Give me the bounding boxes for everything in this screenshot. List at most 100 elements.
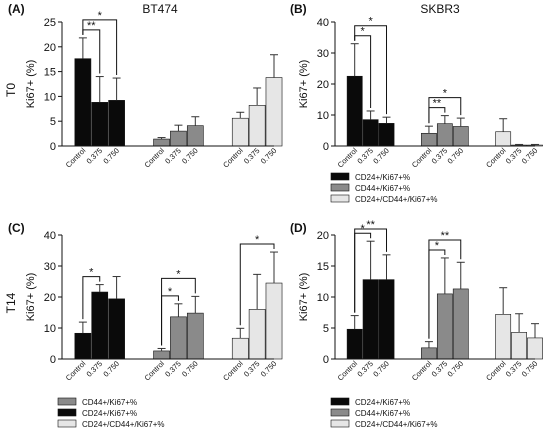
- significance-label: *: [443, 88, 448, 100]
- significance-label: *: [98, 10, 103, 22]
- y-axis-label: Ki67+ (%): [298, 60, 310, 109]
- bar: [248, 309, 266, 360]
- x-tick-label: Control: [221, 146, 245, 170]
- legend-swatch: [330, 408, 350, 417]
- bar: [495, 131, 512, 147]
- x-tick-label: Control: [64, 146, 88, 170]
- bar: [91, 291, 109, 360]
- x-tick-label: 0.375: [163, 359, 183, 379]
- significance-label: **: [87, 20, 96, 32]
- y-tick-label: 10: [44, 323, 56, 335]
- significance-label: *: [89, 267, 94, 279]
- bar: [170, 130, 187, 147]
- bar: [452, 288, 469, 360]
- x-tick-label: 0.375: [430, 359, 450, 379]
- legend-label: CD24+/Ki67+%: [355, 398, 410, 407]
- legend-label: CD44+/Ki67+%: [355, 409, 410, 418]
- significance-label: *: [435, 240, 440, 252]
- y-tick-label: 40: [317, 17, 329, 29]
- y-axis-label: Ki67+ (%): [25, 273, 37, 322]
- bar: [362, 279, 379, 360]
- x-tick-label: 0.750: [101, 359, 121, 379]
- legend-swatch: [330, 172, 350, 181]
- x-tick-label: 0.375: [430, 146, 450, 166]
- bar: [248, 105, 266, 147]
- y-tick-label: 40: [44, 230, 56, 242]
- y-tick-label: 20: [44, 42, 56, 54]
- significance-label: *: [168, 286, 173, 298]
- y-tick-label: 0: [323, 354, 329, 366]
- y-tick-label: 15: [317, 261, 329, 273]
- x-tick-label: 0.375: [242, 146, 262, 166]
- significance-label: *: [176, 268, 181, 280]
- bar: [265, 77, 283, 147]
- y-axis-label: Ki67+ (%): [25, 60, 37, 109]
- bar: [346, 328, 363, 360]
- x-tick-label: 0.750: [371, 146, 391, 166]
- bar: [108, 100, 125, 147]
- y-tick-label: 20: [44, 292, 56, 304]
- x-tick-label: 0.750: [259, 359, 279, 379]
- panel-label: (B): [290, 2, 307, 16]
- y-tick-label: 20: [317, 79, 329, 91]
- legend-swatch: [57, 397, 77, 406]
- significance-bracket: [161, 277, 196, 346]
- y-tick-label: 30: [44, 261, 56, 273]
- legend-swatch: [57, 408, 77, 417]
- significance-label: *: [361, 26, 366, 38]
- significance-label: *: [255, 234, 260, 246]
- x-tick-label: 0.750: [371, 359, 391, 379]
- legend-swatch: [330, 419, 350, 428]
- panel-label: (D): [290, 221, 307, 235]
- y-tick-label: 10: [317, 110, 329, 122]
- bar: [153, 350, 170, 360]
- legend-label: CD24+/Ki67+%: [355, 173, 410, 182]
- x-tick-label: 0.750: [180, 146, 200, 166]
- bar: [231, 117, 249, 147]
- panel-title: BT474: [142, 2, 178, 16]
- significance-bracket: [354, 228, 388, 313]
- x-tick-label: Control: [143, 359, 167, 383]
- y-tick-label: 20: [317, 230, 329, 242]
- bar: [511, 332, 527, 360]
- legend-label: CD24+/Ki67+%: [82, 409, 137, 418]
- significance-label: **: [366, 219, 375, 231]
- bar: [452, 126, 469, 147]
- significance-label: *: [368, 16, 373, 28]
- x-tick-label: 0.750: [446, 359, 466, 379]
- bar: [527, 337, 543, 360]
- y-tick-label: 0: [323, 141, 329, 153]
- x-tick-label: 0.375: [85, 146, 105, 166]
- significance-bracket: [354, 25, 388, 115]
- x-tick-label: 0.750: [520, 359, 540, 379]
- legend-swatch: [57, 419, 77, 428]
- significance-label: **: [441, 230, 450, 242]
- bar: [91, 102, 109, 147]
- x-tick-label: 0.750: [259, 146, 279, 166]
- x-tick-label: Control: [221, 359, 245, 383]
- row-label-t14: T14: [4, 292, 18, 313]
- bar: [346, 75, 363, 147]
- significance-label: **: [433, 98, 442, 110]
- legend-label: CD44+/Ki67+%: [355, 184, 410, 193]
- bar: [186, 125, 204, 147]
- bar: [495, 314, 512, 360]
- y-axis-label: Ki67+ (%): [298, 273, 310, 322]
- significance-bracket: [82, 276, 101, 320]
- bar: [436, 293, 453, 360]
- x-tick-label: 0.375: [504, 146, 524, 166]
- significance-bracket: [239, 243, 275, 326]
- bar: [421, 347, 437, 360]
- panel-label: (C): [8, 221, 25, 235]
- bar: [153, 138, 170, 147]
- bar: [231, 337, 249, 360]
- y-tick-label: 0: [50, 141, 56, 153]
- y-tick-label: 0: [50, 354, 56, 366]
- bar: [421, 132, 437, 147]
- y-tick-label: 10: [317, 292, 329, 304]
